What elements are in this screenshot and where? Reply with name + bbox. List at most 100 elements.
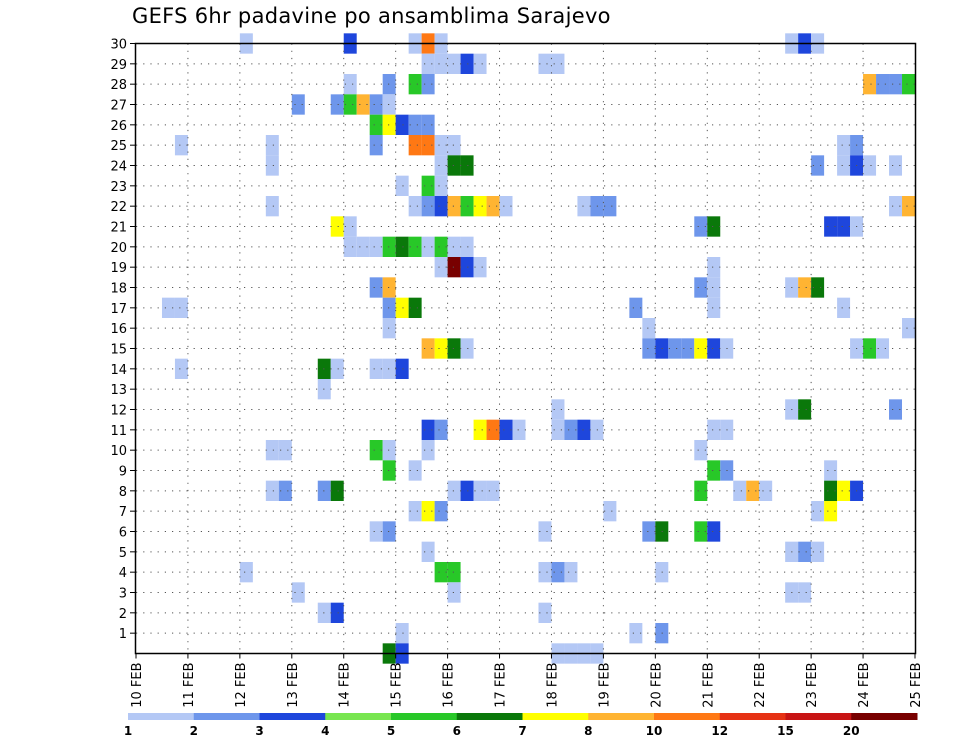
y-tick-label: 27 <box>110 99 127 114</box>
x-tick-label: 20 FEB <box>649 663 664 708</box>
heatmap-cell <box>421 419 435 440</box>
chart-title: GEFS 6hr padavine po ansamblima Sarajevo <box>132 4 611 28</box>
heatmap-cell <box>577 196 591 217</box>
heatmap-cell <box>889 399 903 420</box>
y-tick-label: 29 <box>110 58 127 73</box>
heatmap-cell <box>447 480 461 501</box>
heatmap-cell <box>473 419 487 440</box>
heatmap-cell <box>369 440 383 461</box>
heatmap-cell <box>369 277 383 298</box>
heatmap-cell <box>265 480 279 501</box>
heatmap-cell <box>408 196 422 217</box>
heatmap-cell <box>564 419 578 440</box>
colorbar-swatch <box>588 713 655 720</box>
heatmap-cell <box>876 338 890 359</box>
x-axis: 10 FEB 11 FEB 12 FEB 13 FEB 14 FEB 15 FEB 16 F… <box>130 653 924 708</box>
heatmap-cell <box>837 155 851 176</box>
heatmap-cell <box>408 460 422 481</box>
heatmap-cell <box>551 399 565 420</box>
heatmap-cell <box>902 74 915 95</box>
y-tick-label: 4 <box>119 566 127 581</box>
heatmap-cell <box>603 501 617 522</box>
heatmap-cell <box>798 541 812 562</box>
heatmap-cell <box>434 155 448 176</box>
heatmap-cell <box>707 419 721 440</box>
heatmap-cell <box>447 257 461 278</box>
heatmap-cell <box>265 155 279 176</box>
heatmap-cell <box>421 74 435 95</box>
x-tick-label: 11 FEB <box>182 663 197 708</box>
y-tick-label: 18 <box>110 282 127 297</box>
colorbar-swatch <box>851 713 918 720</box>
heatmap-cell <box>707 216 721 237</box>
y-tick-label: 23 <box>110 180 127 195</box>
heatmap-cell <box>551 562 565 583</box>
heatmap-cell <box>473 196 487 217</box>
y-tick-label: 5 <box>119 546 127 561</box>
y-tick-label: 12 <box>110 404 127 419</box>
y-tick-label: 15 <box>110 343 127 358</box>
heatmap-cell <box>733 480 747 501</box>
colorbar-label: 2 <box>190 724 198 738</box>
x-tick-label: 23 FEB <box>805 663 820 708</box>
heatmap-cell <box>460 236 474 257</box>
heatmap-cell <box>395 175 409 196</box>
heatmap-cell <box>174 297 188 318</box>
colorbar-label: 15 <box>777 724 794 738</box>
heatmap-cell <box>863 155 877 176</box>
heatmap-cell <box>824 501 838 522</box>
heatmap-cell <box>434 562 448 583</box>
heatmap-cell <box>369 114 383 135</box>
heatmap-cell <box>447 53 461 74</box>
heatmap-cell <box>564 562 578 583</box>
heatmap-cell <box>408 114 422 135</box>
heatmap-cell <box>668 338 682 359</box>
colorbar-swatch <box>259 713 326 720</box>
heatmap-cell <box>343 74 357 95</box>
colorbar-label: 20 <box>843 724 860 738</box>
heatmap-cell <box>330 602 344 623</box>
heatmap-cell <box>694 216 708 237</box>
y-tick-label: 3 <box>119 587 127 602</box>
heatmap-cell <box>434 419 448 440</box>
heatmap-cell <box>395 297 409 318</box>
y-tick-label: 20 <box>110 241 127 256</box>
colorbar-label: 8 <box>584 724 592 738</box>
x-tick-label: 10 FEB <box>130 663 145 708</box>
y-tick-label: 11 <box>110 424 127 439</box>
heatmap-cell <box>889 196 903 217</box>
heatmap-cell <box>460 257 474 278</box>
heatmap-cell <box>239 562 253 583</box>
heatmap-cell <box>512 419 526 440</box>
heatmap-cell <box>824 460 838 481</box>
colorbar-label: 1 <box>124 724 132 738</box>
heatmap-cell <box>434 501 448 522</box>
heatmap-cell <box>603 196 617 217</box>
colorbar-swatch <box>719 713 786 720</box>
heatmap-cell <box>707 521 721 542</box>
x-tick-label: 25 FEB <box>909 663 924 708</box>
heatmap-cell <box>447 135 461 156</box>
heatmap-cell <box>811 155 825 176</box>
heatmap-cell <box>486 196 500 217</box>
heatmap-cell <box>408 74 422 95</box>
heatmap-cell <box>707 338 721 359</box>
y-tick-label: 21 <box>110 221 127 236</box>
colorbar-label: 10 <box>646 724 663 738</box>
heatmap-cell <box>499 419 513 440</box>
x-tick-label: 21 FEB <box>701 663 716 708</box>
x-tick-label: 14 FEB <box>338 663 353 708</box>
heatmap-cell <box>824 480 838 501</box>
heatmap-cell <box>161 297 175 318</box>
heatmap-cell <box>174 135 188 156</box>
heatmap-cell <box>421 501 435 522</box>
y-tick-label: 25 <box>110 139 127 154</box>
heatmap-cell <box>837 297 851 318</box>
heatmap-cell <box>642 521 656 542</box>
y-tick-label: 24 <box>110 160 127 175</box>
heatmap-cell <box>447 155 461 176</box>
colorbar-label: 4 <box>321 724 329 738</box>
heatmap-cell <box>343 94 357 115</box>
colorbar-label: 5 <box>387 724 395 738</box>
x-tick-label: 13 FEB <box>286 663 301 708</box>
